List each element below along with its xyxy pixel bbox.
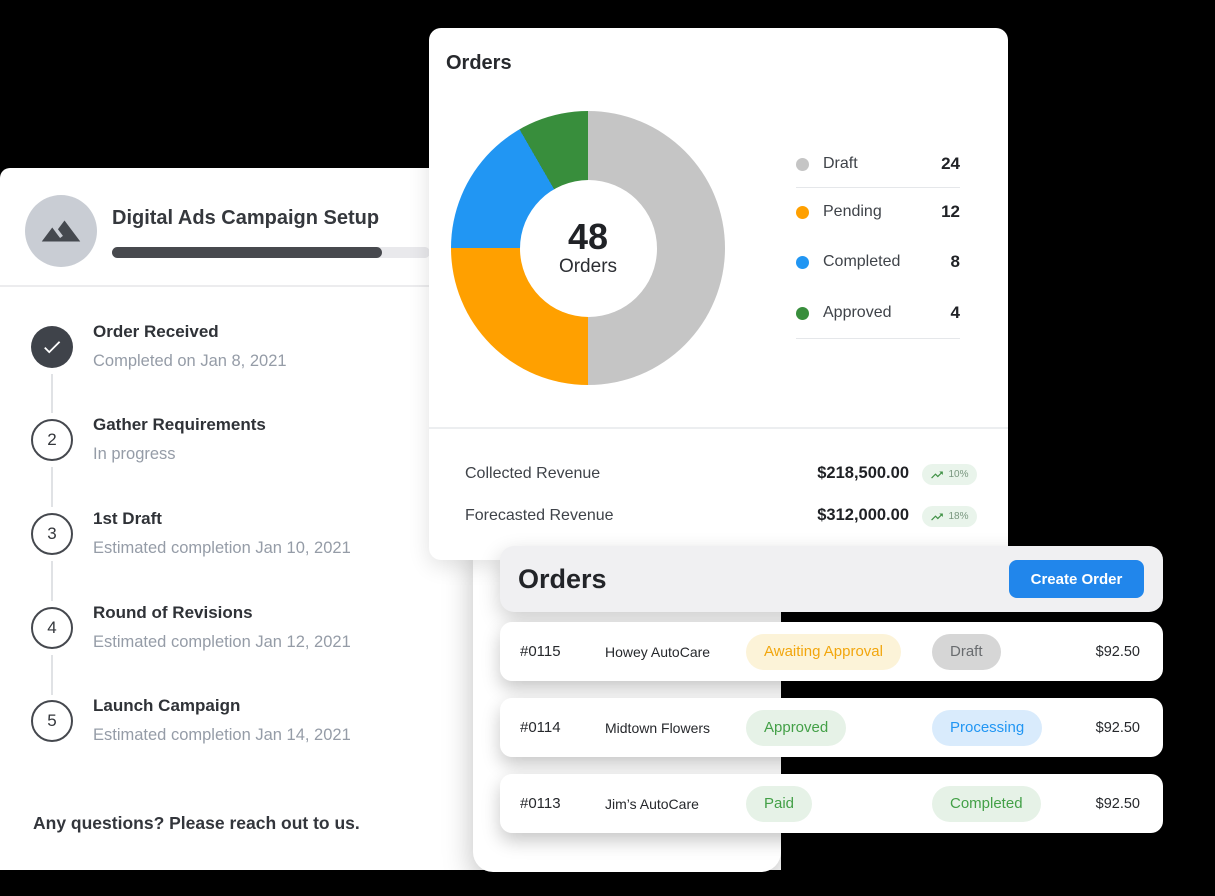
status-badge-paid: Paid (746, 785, 813, 822)
status-badge-draft: Draft (932, 633, 1001, 670)
trending-up-icon (931, 513, 944, 520)
step-3-circle: 3 (31, 513, 73, 555)
order-customer: Howey AutoCare (605, 644, 711, 660)
trend-percent: 10% (948, 469, 969, 480)
step-4: Round of Revisions Estimated completion … (93, 602, 423, 653)
create-order-button[interactable]: Create Order (1009, 560, 1144, 598)
draft-dot-icon (796, 157, 809, 171)
step-title: Gather Requirements (93, 415, 266, 434)
step-subtitle: Estimated completion Jan 14, 2021 (93, 726, 351, 744)
legend-divider (796, 338, 960, 339)
step-3: 1st Draft Estimated completion Jan 10, 2… (93, 508, 423, 559)
forecasted-revenue-value: $312,000.00 (817, 506, 909, 524)
orders-summary-title: Orders (446, 52, 512, 74)
order-id: #0113 (520, 795, 561, 812)
donut-center: 48 Orders (519, 179, 657, 317)
step-subtitle: Estimated completion Jan 12, 2021 (93, 633, 351, 651)
step-subtitle: Estimated completion Jan 10, 2021 (93, 539, 351, 557)
legend-row-completed: Completed 8 (796, 249, 960, 275)
legend-label: Approved (823, 304, 892, 321)
step-number: 3 (47, 524, 57, 543)
step-connector (51, 655, 53, 695)
divider (0, 285, 430, 287)
step-5-circle: 5 (31, 700, 73, 742)
orders-list-title: Orders (518, 564, 607, 594)
step-number: 4 (47, 618, 57, 637)
progress-fill (112, 247, 383, 258)
legend-value: 24 (941, 154, 960, 173)
step-number: 2 (47, 430, 57, 449)
order-row-0115[interactable]: #0115 Howey AutoCare Awaiting Approval D… (500, 622, 1163, 681)
divider (429, 427, 1008, 429)
campaign-title: Digital Ads Campaign Setup (112, 207, 380, 229)
donut-chart: 48 Orders (451, 111, 725, 385)
mountain-icon (41, 220, 81, 242)
collected-revenue-trend-badge: 10% (922, 464, 977, 485)
step-connector (51, 374, 53, 413)
orders-list-header: Orders Create Order (500, 546, 1163, 612)
legend-value: 4 (950, 303, 960, 322)
step-4-circle: 4 (31, 607, 73, 649)
forecasted-revenue-trend-badge: 18% (922, 506, 977, 527)
step-subtitle: Completed on Jan 8, 2021 (93, 352, 287, 370)
check-icon (44, 341, 61, 354)
step-connector (51, 561, 53, 601)
avatar (25, 195, 97, 267)
donut-center-label: Orders (558, 256, 618, 277)
step-5: Launch Campaign Estimated completion Jan… (93, 695, 423, 746)
step-title: Round of Revisions (93, 603, 253, 622)
legend-row-approved: Approved 4 (796, 300, 960, 326)
legend-label: Draft (823, 155, 858, 172)
order-id: #0115 (520, 643, 561, 660)
forecasted-revenue-label: Forecasted Revenue (465, 507, 614, 524)
legend-value: 8 (950, 252, 960, 271)
order-customer: Midtown Flowers (605, 720, 711, 736)
collected-revenue-label: Collected Revenue (465, 465, 601, 482)
legend-value: 12 (941, 202, 960, 221)
step-1: Order Received Completed on Jan 8, 2021 (93, 321, 423, 372)
footer-note: Any questions? Please reach out to us. (33, 813, 360, 833)
step-2: Gather Requirements In progress (93, 414, 423, 465)
step-subtitle: In progress (93, 445, 176, 463)
legend-divider (796, 187, 960, 188)
order-id: #0114 (520, 719, 561, 736)
step-connector (51, 467, 53, 507)
step-title: 1st Draft (93, 509, 162, 528)
legend-row-draft: Draft 24 (796, 151, 960, 177)
collected-revenue-value: $218,500.00 (817, 464, 909, 482)
orders-summary-card: Orders 48 Orders Draft 24 Pending 12 Com… (429, 28, 1008, 560)
legend-label: Completed (823, 253, 901, 270)
step-2-circle: 2 (31, 419, 73, 461)
status-badge-processing: Processing (932, 709, 1043, 746)
order-amount: $92.50 (1095, 644, 1140, 660)
donut-total-value: 48 (567, 216, 609, 257)
order-amount: $92.50 (1095, 796, 1140, 812)
order-row-0114[interactable]: #0114 Midtown Flowers Approved Processin… (500, 698, 1163, 757)
pending-dot-icon (796, 205, 809, 219)
order-row-0113[interactable]: #0113 Jim’s AutoCare Paid Completed $92.… (500, 774, 1163, 833)
progress-bar (112, 247, 430, 258)
step-1-circle (31, 326, 73, 368)
legend-row-pending: Pending 12 (796, 199, 960, 225)
status-badge-completed: Completed (932, 785, 1041, 822)
trending-up-icon (931, 471, 944, 478)
completed-dot-icon (796, 255, 809, 269)
order-amount: $92.50 (1095, 720, 1140, 736)
legend-label: Pending (823, 203, 882, 220)
step-title: Order Received (93, 322, 219, 341)
approved-dot-icon (796, 306, 809, 320)
step-title: Launch Campaign (93, 696, 241, 715)
status-badge-approved: Approved (746, 709, 847, 746)
campaign-panel: Digital Ads Campaign Setup Order Receive… (0, 168, 430, 870)
step-number: 5 (47, 711, 57, 730)
trend-percent: 18% (948, 511, 969, 522)
status-badge-awaiting-approval: Awaiting Approval (746, 633, 901, 670)
order-customer: Jim’s AutoCare (605, 796, 699, 812)
